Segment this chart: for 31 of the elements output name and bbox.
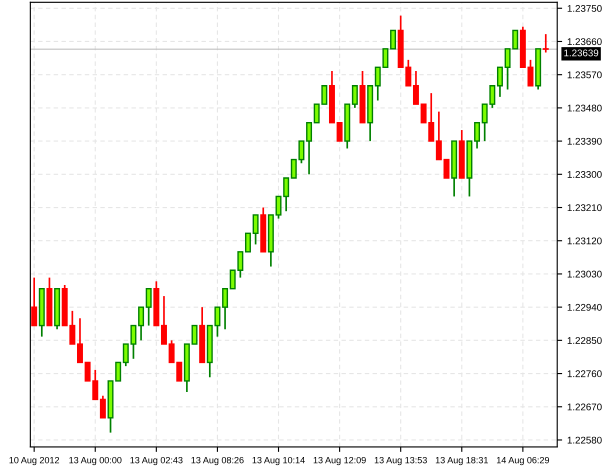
x-tick-label: 13 Aug 02:43 <box>130 456 183 466</box>
candlestick <box>321 85 328 105</box>
y-tick-label: 1.23120 <box>568 237 602 244</box>
y-tick-label: 1.22580 <box>568 436 602 444</box>
candlestick <box>31 276 38 326</box>
y-tick-label: 1.22850 <box>568 337 602 344</box>
y-tick-label: 1.23570 <box>568 71 602 78</box>
x-tick-label: 14 Aug 06:29 <box>496 456 550 466</box>
x-tick-label: 10 Aug 2012 <box>10 456 60 466</box>
x-tick-label: 13 Aug 12:09 <box>314 456 366 466</box>
x-tick-label: 13 Aug 00:00 <box>69 456 122 466</box>
candlestick <box>176 362 182 382</box>
candlestick <box>92 369 98 400</box>
y-tick-label: 1.23030 <box>568 270 602 278</box>
y-tick-label: 1.23210 <box>568 204 602 212</box>
y-tick-label: 1.23390 <box>568 138 602 145</box>
y-tick-label: 1.23300 <box>568 171 602 178</box>
candlestick <box>542 33 549 54</box>
candlestick <box>100 394 106 419</box>
y-tick-label: 1.22760 <box>568 370 602 378</box>
candlestick <box>352 84 358 109</box>
x-tick-label: 13 Aug 08:26 <box>192 456 244 466</box>
y-tick-label: 1.23660 <box>568 38 602 46</box>
x-tick-label: 13 Aug 18:31 <box>436 456 488 466</box>
y-tick-label: 1.22940 <box>568 304 602 311</box>
ref-line-label: 1.23639 <box>564 49 598 56</box>
x-tick-label: 13 Aug 10:14 <box>252 456 305 466</box>
x-tick-label: 13 Aug 13:53 <box>374 456 427 466</box>
y-tick-label: 1.23480 <box>568 104 602 112</box>
y-tick-label: 1.22670 <box>568 404 602 410</box>
y-tick-label: 1.23750 <box>568 5 602 12</box>
